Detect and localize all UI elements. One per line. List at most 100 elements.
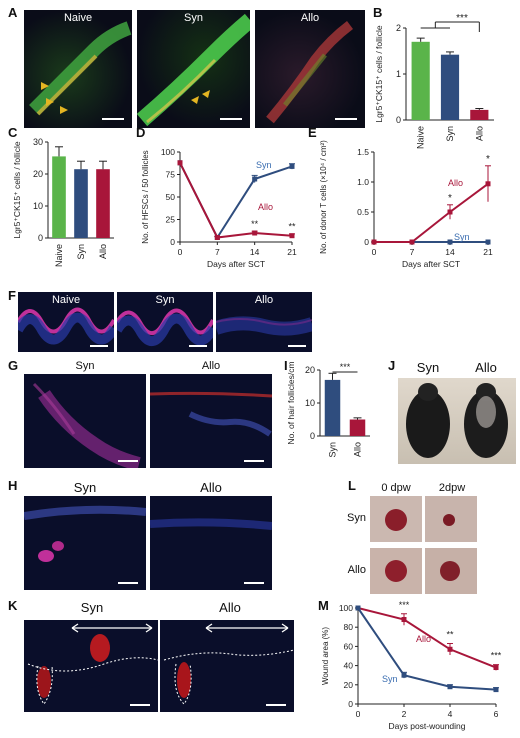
annotation: ** (251, 219, 259, 229)
arrowhead-icon (41, 82, 49, 90)
y-tick-label: 1 (396, 69, 401, 79)
bar (96, 169, 110, 238)
x-tick-label: 7 (215, 247, 220, 257)
x-tick-label: Syn (76, 244, 86, 260)
bar (470, 109, 489, 120)
micrograph-f-allo: Allo (216, 292, 312, 352)
bar (440, 54, 460, 120)
x-tick-label: Naive (54, 244, 64, 267)
x-axis-label: Days after SCT (207, 259, 265, 269)
y-axis-label: Lgr5⁺CK15⁺ cells / follicle (374, 25, 384, 123)
image-label-syn: Syn (416, 360, 440, 375)
row-label-syn: Syn (347, 512, 366, 524)
data-point (447, 209, 453, 215)
annotation: *** (491, 651, 502, 661)
y-axis-label: No. of hair follicles/cm (286, 361, 296, 444)
annotation: ** (446, 630, 454, 640)
image-label-allo: Allo (219, 600, 241, 615)
micrograph-g-syn (24, 374, 146, 468)
y-tick-label: 0 (170, 237, 175, 247)
image-label-naive: Naive (63, 12, 93, 24)
chart-d: 0 25 50 75 100 0 7 14 21 Days after SCT No. of HFS… (141, 147, 297, 269)
data-point (409, 239, 415, 245)
y-tick-label: 20 (33, 169, 43, 179)
row-label-allo: Allo (347, 564, 366, 576)
y-tick-label: 0 (348, 699, 353, 709)
y-tick-label: 0 (38, 233, 43, 243)
annotation: ** (288, 222, 296, 232)
chart-e: 0 0.5 1.0 1.5 0 7 14 21 Days after SCT No. of don… (319, 140, 493, 269)
panel-label-g: G (8, 358, 19, 373)
image-label-syn: Syn (184, 12, 203, 24)
chart-i: 0 10 20 Syn Allo No. of hair follicles/cm *** (286, 361, 370, 458)
x-tick-label: 4 (448, 709, 453, 719)
micrograph-f-syn: Syn (117, 292, 213, 352)
image-label-naive: Naive (51, 294, 81, 306)
series-label-allo: Allo (416, 634, 431, 644)
x-axis-label: Days after SCT (402, 259, 460, 269)
bar (52, 156, 66, 238)
bar (349, 419, 366, 436)
image-label-allo: Allo (200, 480, 222, 495)
chart-b: 0 1 2 Naive Syn Allo Lgr5⁺CK15⁺ cells / follic… (374, 13, 494, 149)
y-tick-label: 40 (344, 661, 354, 671)
x-tick-label: 6 (494, 709, 499, 719)
micrograph-h-syn (24, 496, 146, 590)
data-point (252, 176, 258, 182)
panel-label-f: F (8, 288, 16, 303)
photo-j-mice (398, 378, 516, 464)
data-point (214, 235, 220, 240)
micrograph-k-allo (160, 620, 294, 712)
series-line-syn (357, 607, 497, 691)
micrograph-f-naive: Naive (18, 292, 114, 352)
col-label-0dpw: 0 dpw (381, 482, 411, 494)
data-point (289, 163, 295, 169)
significance-label: *** (456, 13, 468, 24)
y-tick-label: 0.5 (357, 207, 369, 217)
panel-label-a: A (8, 5, 18, 20)
panel-label-k: K (8, 598, 18, 613)
x-tick-label: 0 (372, 247, 377, 257)
x-tick-label: Syn (328, 442, 338, 458)
panel-label-j: J (388, 358, 396, 373)
image-label-syn: Syn (155, 294, 175, 306)
series-label-syn: Syn (454, 232, 470, 242)
data-point (252, 230, 258, 236)
image-label-allo: Allo (300, 12, 320, 24)
image-label-allo: Allo (201, 360, 221, 372)
annotation: *** (399, 600, 410, 610)
y-axis-label: No. of HFSCs / 50 follicles (141, 150, 150, 243)
series-line-allo (357, 607, 497, 669)
y-tick-label: 100 (339, 603, 353, 613)
y-tick-label: 30 (33, 137, 43, 147)
y-tick-label: 25 (166, 215, 176, 225)
x-tick-label: 2 (402, 709, 407, 719)
x-tick-label: Syn (445, 126, 455, 142)
y-tick-label: 75 (166, 170, 176, 180)
y-tick-label: 2 (396, 23, 401, 33)
micrograph-a-allo: Allo (255, 10, 365, 128)
x-tick-label: 14 (250, 247, 260, 257)
panel-label-i: I (284, 358, 288, 373)
y-axis-label: Lgr5⁺CK15⁺ cells / follicle (12, 141, 22, 239)
photo-l-syn-2dpw (425, 496, 477, 542)
image-label-allo: Allo (254, 294, 274, 306)
x-tick-label: 21 (483, 247, 493, 257)
data-point (485, 239, 491, 245)
y-axis-label: Wound area (%) (321, 627, 330, 685)
micrograph-g-allo (150, 374, 272, 468)
y-tick-label: 1.0 (357, 177, 369, 187)
x-tick-label: Allo (474, 126, 484, 141)
bar (324, 379, 341, 436)
bar (411, 41, 430, 120)
data-point (371, 239, 377, 245)
micrograph-k-syn (24, 620, 158, 712)
photo-l-syn-0dpw (370, 496, 422, 542)
photo-l-allo-2dpw (425, 548, 477, 594)
x-tick-label: Allo (353, 442, 363, 457)
y-tick-label: 20 (305, 365, 315, 375)
col-label-2dpw: 2dpw (438, 482, 466, 494)
data-point (493, 687, 499, 693)
y-tick-label: 80 (344, 622, 354, 632)
image-label-syn: Syn (80, 600, 104, 615)
